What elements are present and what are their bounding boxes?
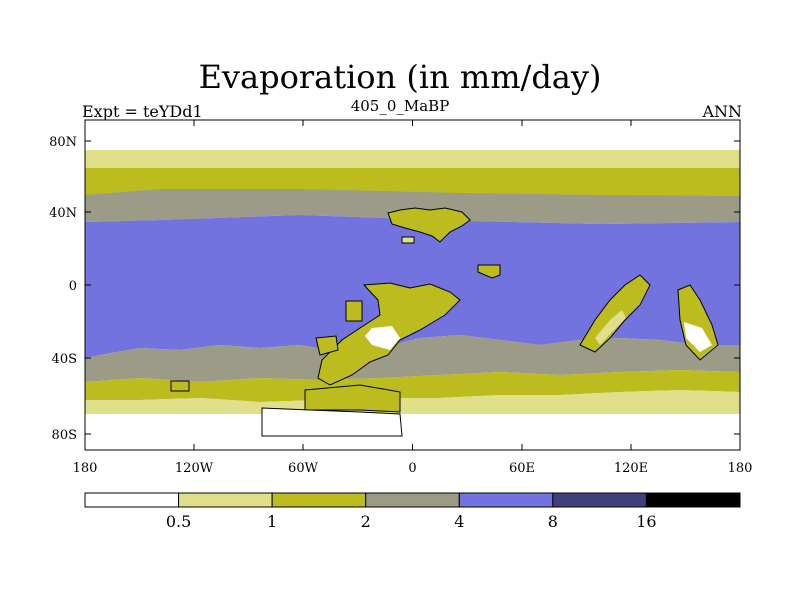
experiment-label: Expt = teYDd1	[82, 102, 203, 121]
colorbar-boxes	[84, 492, 741, 508]
y-tick-label: 40N	[49, 206, 77, 221]
time-label: 405_0_MaBP	[350, 97, 450, 115]
island-north	[401, 236, 415, 244]
dry-region-central	[365, 326, 400, 350]
polar-continent	[261, 407, 403, 437]
tick-marks	[84, 120, 741, 450]
band-north-light	[85, 150, 740, 170]
x-tick-label: 60W	[288, 461, 319, 476]
season-label: ANN	[702, 102, 742, 121]
x-tick-label: 120E	[614, 461, 648, 476]
colorbar-label: 1	[267, 512, 277, 531]
colorbar-box	[271, 492, 367, 508]
x-tick-label: 0	[408, 461, 416, 476]
dry-region-far-east	[684, 322, 712, 352]
island-southwest-2	[170, 380, 190, 392]
colorbar-label: 0.5	[166, 512, 191, 531]
chart-title: Evaporation (in mm/day)	[198, 58, 602, 96]
y-tick-label: 80N	[49, 135, 77, 150]
band-south-mid	[85, 370, 740, 402]
colorbar-box	[178, 492, 273, 508]
colorbar-label: 2	[361, 512, 371, 531]
continent-north	[387, 207, 471, 243]
x-tick-label: 60E	[509, 461, 535, 476]
x-tick-label: 180	[728, 461, 753, 476]
colorbar-box	[645, 492, 741, 508]
band-south-grey	[85, 335, 740, 382]
colorbar-label: 16	[636, 512, 656, 531]
band-north-grey	[85, 189, 740, 224]
island-southwest	[315, 335, 339, 356]
colorbar-label: 8	[548, 512, 558, 531]
colorbar-box	[365, 492, 460, 508]
island-mid	[345, 300, 363, 322]
x-tick-label: 120W	[175, 461, 214, 476]
band-south-light	[85, 390, 740, 416]
colorbar-box	[458, 492, 554, 508]
continent-east	[579, 274, 651, 353]
x-tick-label: 180	[73, 461, 98, 476]
y-tick-label: 0	[69, 279, 77, 294]
y-tick-label: 80S	[52, 428, 77, 443]
colorbar-box	[84, 492, 180, 508]
band-tropics	[85, 215, 740, 358]
colorbar-label: 4	[454, 512, 464, 531]
colorbar-labels: 0.5 1 2 4 8 16	[166, 512, 657, 531]
island-east	[477, 264, 501, 279]
y-tick-label: 40S	[52, 352, 77, 367]
colorbar-box	[552, 492, 647, 508]
strip-east	[595, 310, 626, 345]
